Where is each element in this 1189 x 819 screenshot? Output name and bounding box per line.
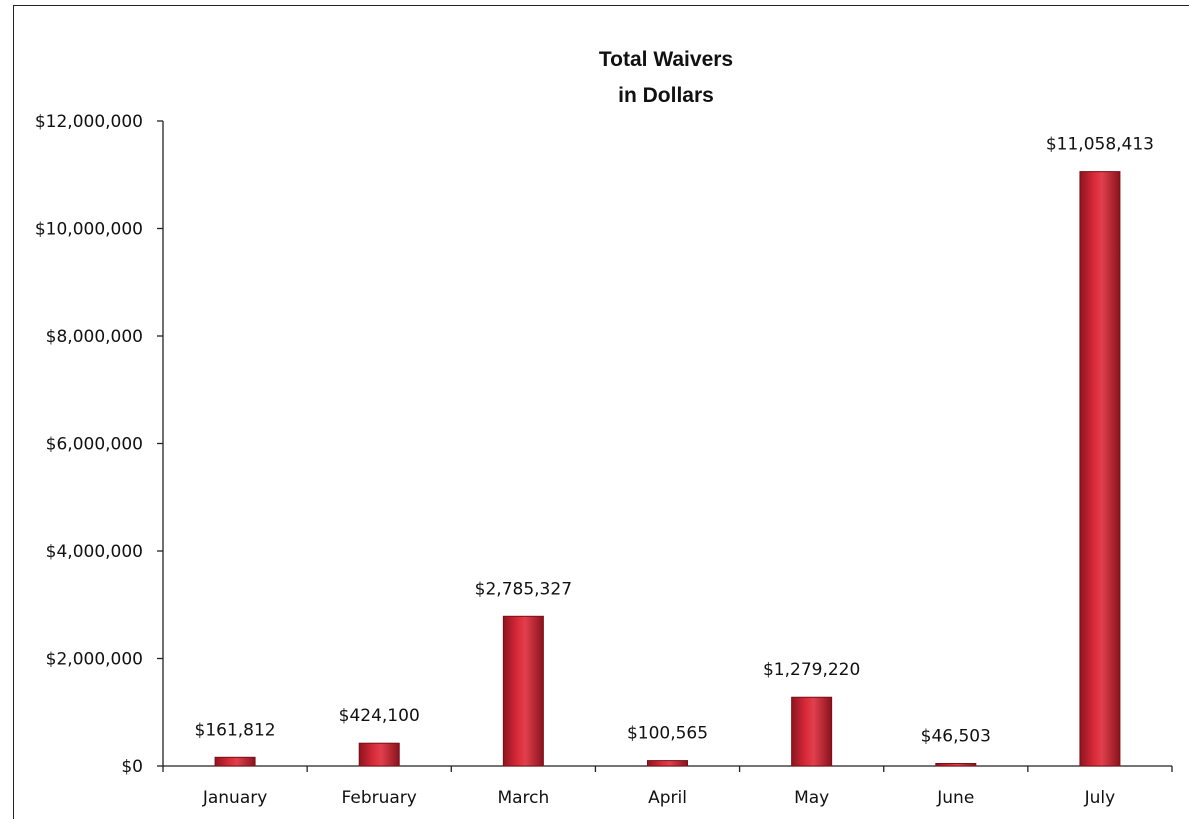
x-axis: January February March April May June July — [162, 765, 1173, 808]
y-tick-label: $8,000,000 — [46, 327, 143, 347]
bar-february — [358, 742, 400, 767]
y-tick-label: $2,000,000 — [46, 650, 143, 670]
data-label: $161,812 — [195, 720, 276, 740]
data-label: $100,565 — [627, 724, 708, 744]
chart-frame — [13, 5, 1189, 819]
data-label: $46,503 — [921, 727, 991, 747]
x-tick-label: April — [648, 788, 687, 808]
y-tick-label: $0 — [121, 757, 143, 777]
x-tick-label: June — [936, 788, 974, 808]
data-label: $1,279,220 — [763, 660, 860, 680]
data-label: $11,058,413 — [1046, 135, 1154, 155]
bar-july — [1079, 171, 1121, 767]
y-tick-label: $10,000,000 — [35, 220, 143, 240]
bar-march — [502, 615, 544, 767]
chart-title-line-2: in Dollars — [618, 84, 714, 107]
x-tick-label: March — [497, 788, 549, 808]
chart-title: Total Waivers in Dollars — [599, 48, 733, 107]
x-tick-label: January — [202, 788, 267, 808]
y-tick-label: $6,000,000 — [46, 435, 143, 455]
data-label: $424,100 — [339, 706, 420, 726]
bars — [214, 171, 1121, 767]
y-tick-label: $4,000,000 — [46, 542, 143, 562]
y-axis: $0 $2,000,000 $4,000,000 $6,000,000 $8,000,0… — [35, 112, 164, 777]
chart-title-line-1: Total Waivers — [599, 48, 733, 71]
bar-may — [791, 696, 833, 767]
y-tick-label: $12,000,000 — [35, 112, 143, 132]
bar-june — [935, 763, 977, 767]
x-tick-label: February — [342, 788, 417, 808]
data-label: $2,785,327 — [475, 579, 572, 599]
x-tick-label: July — [1084, 788, 1116, 808]
bar-april — [647, 760, 688, 767]
x-tick-label: May — [794, 788, 829, 808]
data-labels: $161,812 $424,100 $2,785,327 $100,565 $1,279… — [195, 135, 1154, 747]
bar-january — [214, 756, 256, 767]
